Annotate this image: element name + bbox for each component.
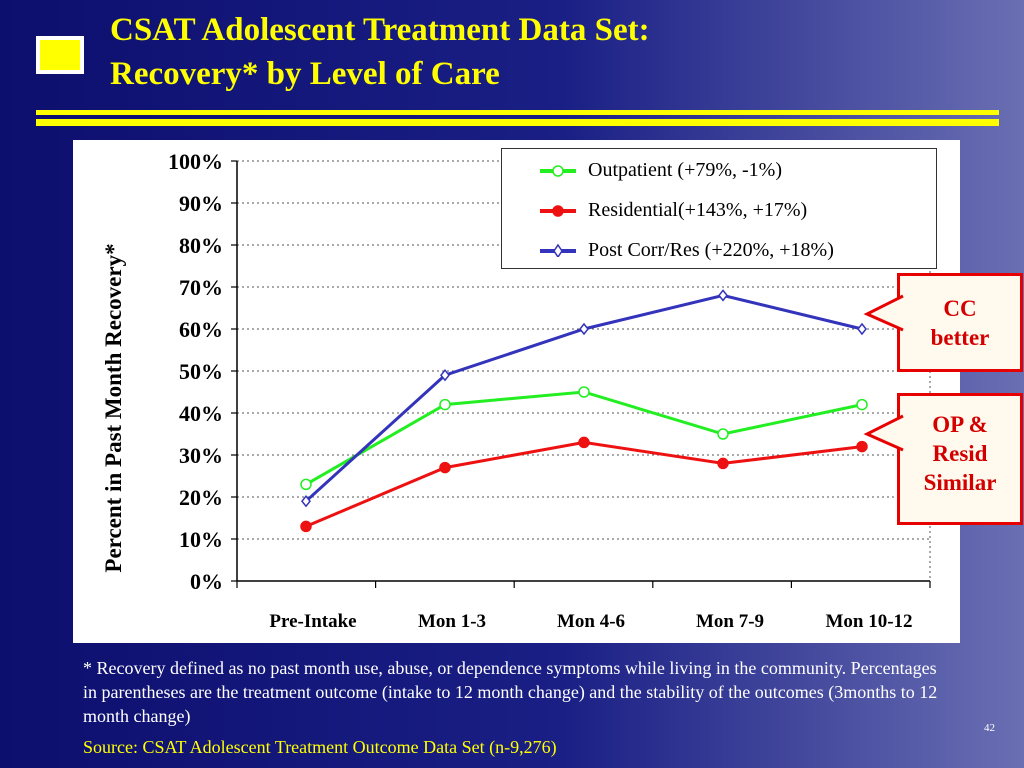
callout-op-resid-similar-text: OP & Resid Similar (923, 412, 997, 495)
x-tick-label: Pre-Intake (269, 611, 356, 632)
series-markers (300, 289, 868, 533)
data-point (718, 289, 728, 302)
slide-title-line1: CSAT Adolescent Treatment Data Set: (110, 12, 650, 48)
legend-item-outpatient: Outpatient (+79%, -1%) (502, 159, 936, 195)
x-tick-label: Mon 7-9 (696, 611, 764, 632)
y-tick-label: 20% (179, 485, 223, 510)
data-point (439, 398, 451, 411)
y-axis-label: Percent in Past Month Recovery* (101, 243, 126, 572)
x-tick-label: Mon 10-12 (825, 611, 912, 632)
data-point (717, 457, 729, 470)
legend-marker-residential (552, 205, 564, 217)
legend-label-post-corr: Post Corr/Res (+220%, +18%) (588, 239, 834, 261)
data-point (300, 520, 312, 533)
callout-pointer (863, 294, 904, 332)
footnote: * Recovery defined as no past month use,… (83, 658, 938, 726)
y-tick-label: 80% (179, 233, 223, 258)
data-point (717, 428, 729, 440)
callout-op-resid-similar: OP & Resid Similar (863, 393, 1023, 525)
data-point (857, 322, 867, 336)
page-number: 42 (984, 722, 995, 734)
data-point (439, 461, 451, 474)
y-tick-label: 30% (179, 443, 223, 468)
title-rule-thick (36, 119, 999, 126)
data-point (856, 398, 868, 411)
axes (231, 160, 931, 588)
data-point (440, 368, 450, 382)
y-tick-label: 90% (179, 191, 223, 216)
callout-cc-better: CC better (863, 273, 1023, 372)
legend-label-outpatient: Outpatient (+79%, -1%) (588, 159, 783, 181)
legend-marker-outpatient (552, 165, 564, 177)
callout-pointer (863, 414, 904, 452)
y-tick-labels: 0% 10% 20% 30% 40% 50% 60% 70% 80% 90% 100% (168, 149, 223, 594)
y-tick-label: 40% (179, 401, 223, 426)
slide-title: CSAT Adolescent Treatment Data Set: Reco… (110, 8, 650, 96)
y-tick-label: 60% (179, 317, 223, 342)
title-rule-thin (36, 110, 999, 115)
x-tick-label: Mon 1-3 (418, 611, 486, 632)
data-point (856, 440, 868, 453)
legend-marker-post-corr (553, 243, 563, 257)
source-citation: Source: CSAT Adolescent Treatment Outcom… (83, 737, 557, 757)
legend-label-residential: Residential(+143%, +17%) (588, 199, 808, 221)
data-point (578, 436, 590, 449)
data-point (301, 494, 311, 508)
x-tick-labels: Pre-Intake Mon 1-3 Mon 4-6 Mon 7-9 Mon 10-12 (269, 611, 912, 632)
data-point (578, 386, 590, 398)
y-tick-label: 10% (179, 527, 223, 552)
data-point (579, 322, 589, 336)
chart-legend: Outpatient (+79%, -1%) Residential(+143%… (501, 148, 937, 269)
y-tick-label: 100% (168, 149, 223, 174)
y-tick-label: 0% (190, 569, 223, 594)
title-bullet-square (36, 36, 84, 74)
callout-cc-better-text: CC better (930, 296, 990, 350)
chart-panel: 0% 10% 20% 30% 40% 50% 60% 70% 80% 90% 100% Pre-In… (73, 140, 960, 643)
data-point (300, 478, 312, 491)
legend-item-post-corr: Post Corr/Res (+220%, +18%) (502, 239, 936, 275)
x-tick-label: Mon 4-6 (557, 611, 625, 632)
slide-title-line2: Recovery* by Level of Care (110, 56, 500, 92)
y-tick-label: 70% (179, 275, 223, 300)
y-tick-label: 50% (179, 359, 223, 384)
legend-item-residential: Residential(+143%, +17%) (502, 199, 936, 235)
